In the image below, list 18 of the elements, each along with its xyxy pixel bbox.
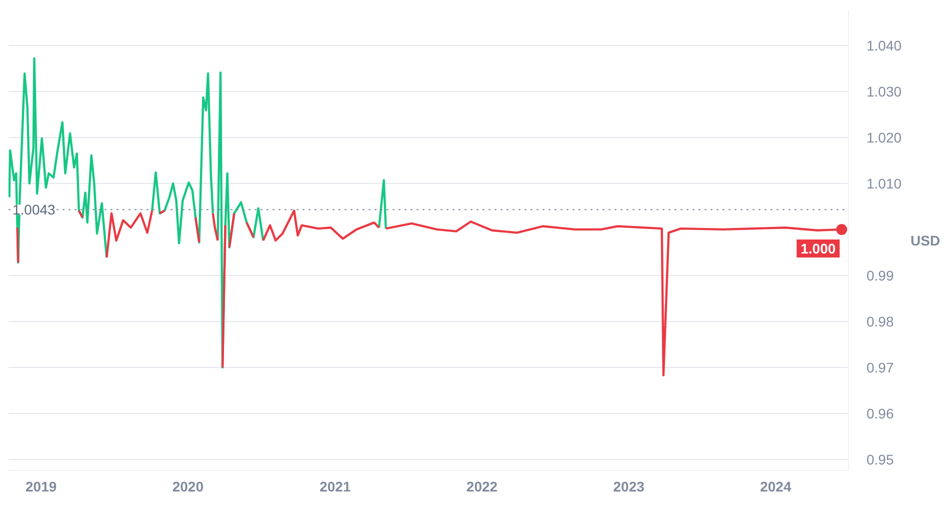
annotation: 1.000 (800, 240, 836, 256)
y-tick-label: 1.040 (866, 37, 902, 54)
y-tick-label: 0.96 (866, 405, 894, 422)
x-tick-label: 2020 (172, 478, 204, 494)
y-tick-label: 0.99 (866, 267, 894, 284)
y-tick-label: 0.95 (866, 451, 894, 468)
y-tick-label: 0.98 (866, 313, 894, 330)
ref-line-label: 1.0043 (12, 202, 56, 218)
y-tick-label: 1.030 (866, 83, 902, 100)
x-tick-label: 2023 (613, 478, 645, 494)
y-tick-label: 0.97 (866, 359, 894, 376)
x-tick-label: 2021 (320, 478, 351, 494)
x-tick-label: 2019 (26, 478, 57, 494)
y-axis-title: USD (910, 232, 940, 248)
x-tick-label: 2022 (466, 478, 498, 494)
y-tick-label: 1.020 (866, 129, 902, 146)
y-tick-label: 1.010 (866, 175, 902, 192)
x-tick-label: 2024 (760, 478, 792, 494)
